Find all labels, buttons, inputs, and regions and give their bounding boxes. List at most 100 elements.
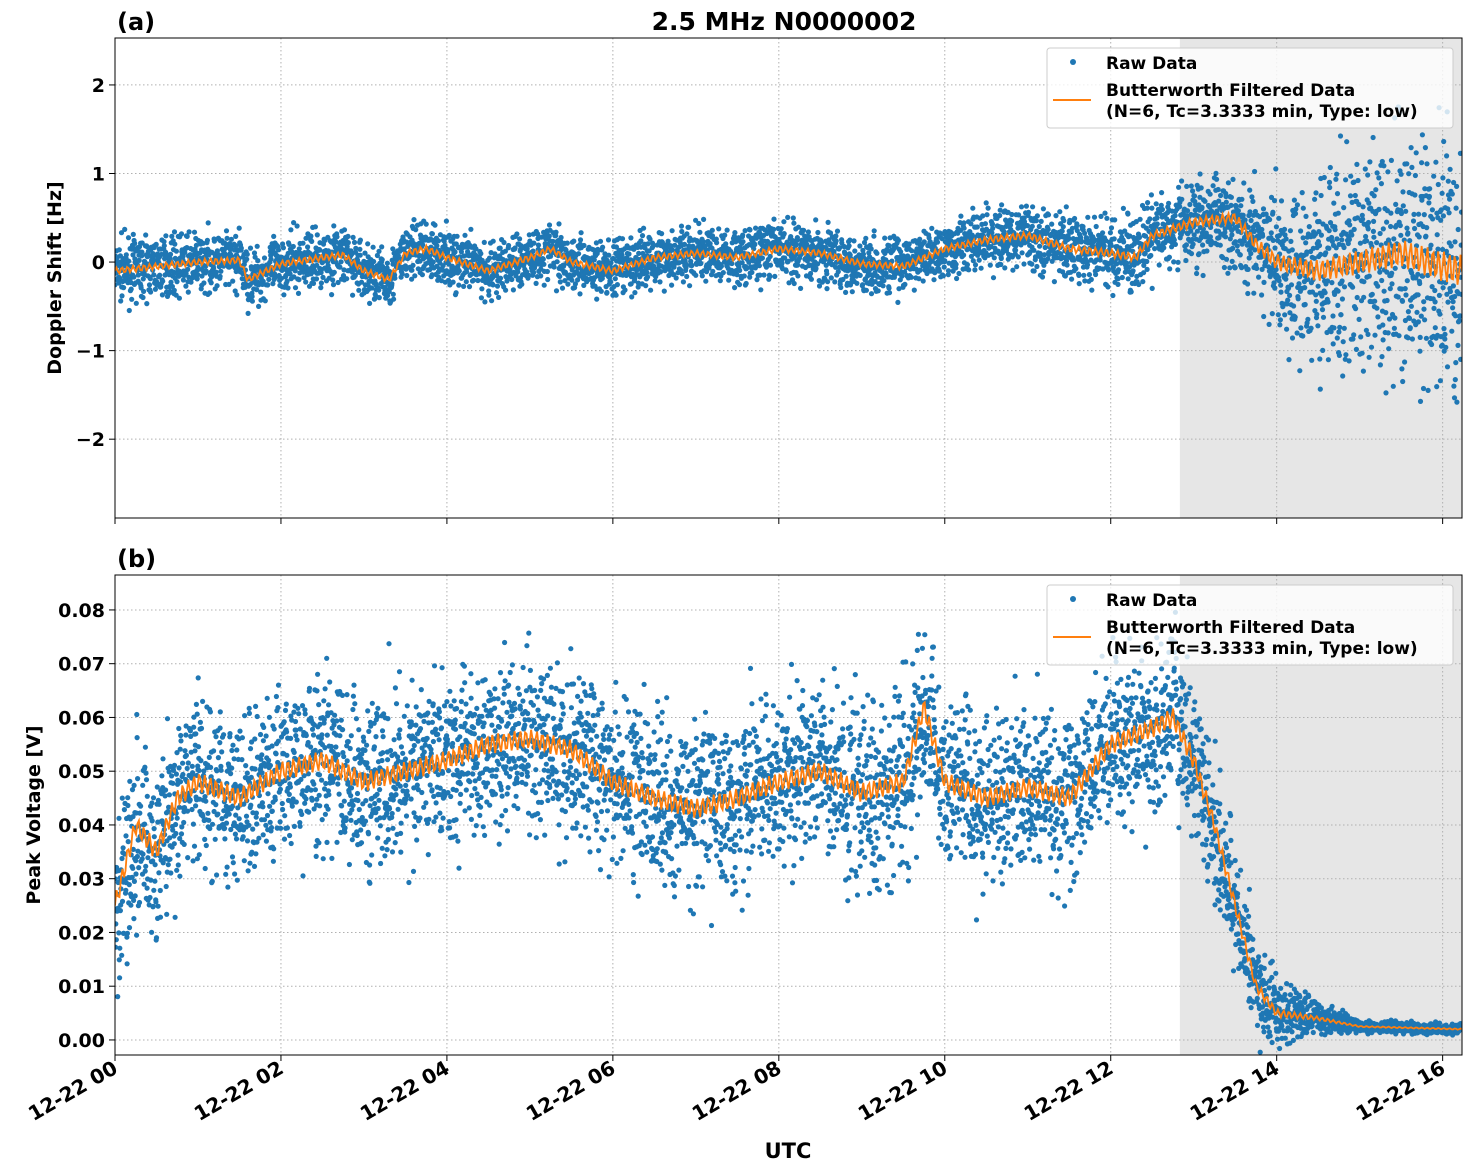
raw-data-point [1417, 234, 1422, 239]
raw-data-point [391, 297, 396, 302]
raw-data-point [531, 270, 536, 275]
raw-data-point [281, 292, 286, 297]
raw-data-point [367, 301, 372, 306]
raw-data-point [1343, 352, 1348, 357]
raw-data-point [357, 247, 362, 252]
raw-data-point [1175, 267, 1180, 272]
raw-data-point [1249, 194, 1254, 199]
raw-data-point [1410, 336, 1415, 341]
raw-data-point [311, 281, 316, 286]
raw-data-point [1148, 253, 1153, 258]
raw-data-point [1370, 292, 1375, 297]
raw-data-point [703, 279, 708, 284]
raw-data-point [1348, 193, 1353, 198]
raw-data-point [506, 243, 511, 248]
raw-data-point [874, 251, 879, 256]
raw-data-point [1430, 216, 1435, 221]
raw-data-point [1423, 145, 1428, 150]
raw-data-point [1092, 215, 1097, 220]
raw-data-point [1176, 185, 1181, 190]
raw-data-point [1437, 312, 1442, 317]
raw-data-point [1252, 247, 1257, 252]
raw-data-point [486, 293, 491, 298]
raw-data-point [1198, 171, 1203, 176]
raw-data-point [726, 278, 731, 283]
raw-data-point [1431, 306, 1436, 311]
raw-data-point [1372, 299, 1377, 304]
raw-data-point [1372, 333, 1377, 338]
raw-data-point [451, 280, 456, 285]
raw-data-point [1261, 280, 1266, 285]
raw-data-point [1338, 312, 1343, 317]
raw-data-point [1172, 237, 1177, 242]
raw-data-point [1331, 201, 1336, 206]
raw-data-point [1129, 289, 1134, 294]
raw-data-point [710, 228, 715, 233]
raw-data-point [1375, 170, 1380, 175]
raw-data-point [1053, 213, 1058, 218]
raw-data-point [852, 248, 857, 253]
raw-data-point [233, 234, 238, 239]
raw-data-point [1365, 172, 1370, 177]
raw-data-point [1333, 177, 1338, 182]
raw-data-point [1399, 172, 1404, 177]
raw-data-point [1326, 246, 1331, 251]
raw-data-point [187, 229, 192, 234]
raw-data-point [1002, 265, 1007, 270]
raw-data-point [1361, 369, 1366, 374]
raw-data-point [1300, 333, 1305, 338]
raw-data-point [1430, 207, 1435, 212]
raw-data-point [791, 215, 796, 220]
raw-data-point [303, 279, 308, 284]
raw-data-point [248, 246, 253, 251]
raw-data-point [1372, 193, 1377, 198]
raw-data-point [1371, 229, 1376, 234]
raw-data-point [988, 263, 993, 268]
raw-data-point [377, 295, 382, 300]
raw-data-point [1334, 172, 1339, 177]
raw-data-point [1429, 342, 1434, 347]
raw-data-point [538, 273, 543, 278]
raw-data-point [151, 272, 156, 277]
raw-data-point [1400, 299, 1405, 304]
raw-data-point [806, 229, 811, 234]
raw-data-point [886, 286, 891, 291]
raw-data-point [809, 277, 814, 282]
raw-data-point [1167, 266, 1172, 271]
raw-data-point [1426, 388, 1431, 393]
raw-data-point [1184, 184, 1189, 189]
raw-data-point [648, 288, 653, 293]
raw-data-point [1409, 165, 1414, 170]
raw-data-point [1245, 281, 1250, 286]
raw-data-point [1073, 266, 1078, 271]
raw-data-point [140, 295, 145, 300]
raw-data-point [218, 269, 223, 274]
raw-data-point [577, 291, 582, 296]
raw-data-point [1076, 273, 1081, 278]
raw-data-point [531, 241, 536, 246]
raw-data-point [1407, 238, 1412, 243]
raw-data-point [714, 240, 719, 245]
raw-data-point [491, 239, 496, 244]
raw-data-point [1154, 215, 1159, 220]
raw-data-point [1043, 245, 1048, 250]
raw-data-point [1226, 180, 1231, 185]
raw-data-point [998, 262, 1003, 267]
raw-data-point [700, 273, 705, 278]
raw-data-point [557, 274, 562, 279]
raw-data-point [1112, 217, 1117, 222]
raw-data-point [468, 227, 473, 232]
raw-data-point [124, 252, 129, 257]
raw-data-point [1327, 228, 1332, 233]
raw-data-point [1374, 306, 1379, 311]
raw-data-point [1014, 264, 1019, 269]
raw-data-point [832, 279, 837, 284]
raw-data-point [1190, 188, 1195, 193]
raw-data-point [1381, 226, 1386, 231]
raw-data-point [999, 256, 1004, 261]
raw-data-point [281, 245, 286, 250]
raw-data-point [1140, 279, 1145, 284]
raw-data-point [1138, 217, 1143, 222]
raw-data-point [1360, 217, 1365, 222]
raw-data-point [718, 278, 723, 283]
